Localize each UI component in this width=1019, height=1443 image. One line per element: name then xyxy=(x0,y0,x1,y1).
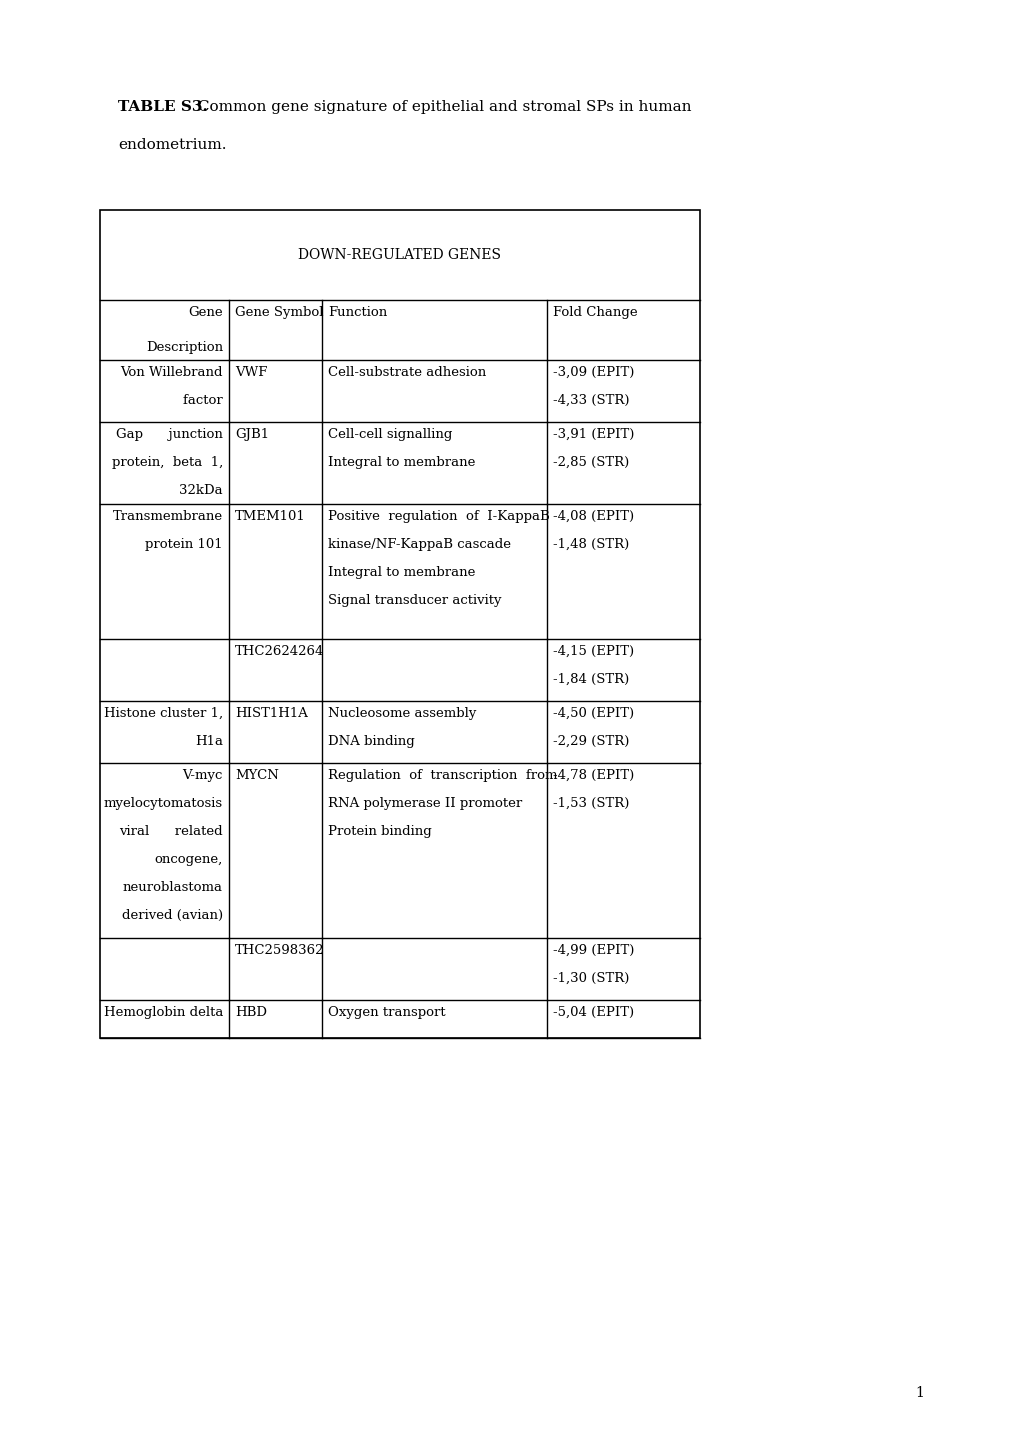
Text: Oxygen transport: Oxygen transport xyxy=(328,1006,445,1019)
Text: endometrium.: endometrium. xyxy=(118,139,226,152)
Text: Gap      junction: Gap junction xyxy=(116,429,223,442)
Text: Hemoglobin delta: Hemoglobin delta xyxy=(104,1006,223,1019)
Text: VWF: VWF xyxy=(234,367,267,380)
Text: myelocytomatosis: myelocytomatosis xyxy=(104,797,223,810)
Text: Histone cluster 1,: Histone cluster 1, xyxy=(104,707,223,720)
Text: Signal transducer activity: Signal transducer activity xyxy=(328,595,501,608)
Text: THC2598362: THC2598362 xyxy=(234,944,324,957)
Text: 1: 1 xyxy=(915,1385,923,1400)
Text: Description: Description xyxy=(146,341,223,354)
Text: H1a: H1a xyxy=(195,734,223,747)
Text: HBD: HBD xyxy=(234,1006,267,1019)
Text: -1,30 (STR): -1,30 (STR) xyxy=(552,973,629,986)
Text: Fold Change: Fold Change xyxy=(552,306,637,319)
Text: Function: Function xyxy=(328,306,387,319)
Text: -5,04 (EPIT): -5,04 (EPIT) xyxy=(552,1006,634,1019)
Text: -1,48 (STR): -1,48 (STR) xyxy=(552,538,629,551)
Text: -4,33 (STR): -4,33 (STR) xyxy=(552,394,629,407)
Bar xyxy=(100,211,699,1038)
Text: THC2624264: THC2624264 xyxy=(234,645,324,658)
Text: Gene: Gene xyxy=(189,306,223,319)
Text: MYCN: MYCN xyxy=(234,769,278,782)
Text: Von Willebrand: Von Willebrand xyxy=(120,367,223,380)
Text: kinase/NF-KappaB cascade: kinase/NF-KappaB cascade xyxy=(328,538,511,551)
Text: Gene Symbol: Gene Symbol xyxy=(234,306,323,319)
Text: Transmembrane: Transmembrane xyxy=(113,509,223,522)
Text: derived (avian): derived (avian) xyxy=(121,909,223,922)
Text: -4,99 (EPIT): -4,99 (EPIT) xyxy=(552,944,634,957)
Text: -3,91 (EPIT): -3,91 (EPIT) xyxy=(552,429,634,442)
Text: HIST1H1A: HIST1H1A xyxy=(234,707,308,720)
Text: DNA binding: DNA binding xyxy=(328,734,415,747)
Text: RNA polymerase II promoter: RNA polymerase II promoter xyxy=(328,797,522,810)
Text: -1,53 (STR): -1,53 (STR) xyxy=(552,797,629,810)
Text: oncogene,: oncogene, xyxy=(155,853,223,866)
Text: Integral to membrane: Integral to membrane xyxy=(328,566,475,579)
Text: -2,85 (STR): -2,85 (STR) xyxy=(552,456,629,469)
Text: -4,50 (EPIT): -4,50 (EPIT) xyxy=(552,707,634,720)
Text: viral      related: viral related xyxy=(119,825,223,838)
Text: -4,15 (EPIT): -4,15 (EPIT) xyxy=(552,645,634,658)
Text: GJB1: GJB1 xyxy=(234,429,269,442)
Text: protein,  beta  1,: protein, beta 1, xyxy=(112,456,223,469)
Text: DOWN-REGULATED GENES: DOWN-REGULATED GENES xyxy=(299,248,501,263)
Text: Cell-substrate adhesion: Cell-substrate adhesion xyxy=(328,367,486,380)
Text: Nucleosome assembly: Nucleosome assembly xyxy=(328,707,476,720)
Text: Integral to membrane: Integral to membrane xyxy=(328,456,475,469)
Text: Regulation  of  transcription  from: Regulation of transcription from xyxy=(328,769,557,782)
Text: protein 101: protein 101 xyxy=(146,538,223,551)
Text: Cell-cell signalling: Cell-cell signalling xyxy=(328,429,452,442)
Text: -4,78 (EPIT): -4,78 (EPIT) xyxy=(552,769,634,782)
Text: Common gene signature of epithelial and stromal SPs in human: Common gene signature of epithelial and … xyxy=(193,100,691,114)
Text: V-myc: V-myc xyxy=(182,769,223,782)
Text: neuroblastoma: neuroblastoma xyxy=(123,882,223,895)
Text: -3,09 (EPIT): -3,09 (EPIT) xyxy=(552,367,634,380)
Text: factor: factor xyxy=(149,394,223,407)
Text: -4,08 (EPIT): -4,08 (EPIT) xyxy=(552,509,634,522)
Text: Positive  regulation  of  I-KappaB: Positive regulation of I-KappaB xyxy=(328,509,549,522)
Text: TABLE S3.: TABLE S3. xyxy=(118,100,208,114)
Text: TMEM101: TMEM101 xyxy=(234,509,306,522)
Text: Protein binding: Protein binding xyxy=(328,825,431,838)
Text: 32kDa: 32kDa xyxy=(179,483,223,496)
Text: -1,84 (STR): -1,84 (STR) xyxy=(552,672,629,685)
Text: -2,29 (STR): -2,29 (STR) xyxy=(552,734,629,747)
